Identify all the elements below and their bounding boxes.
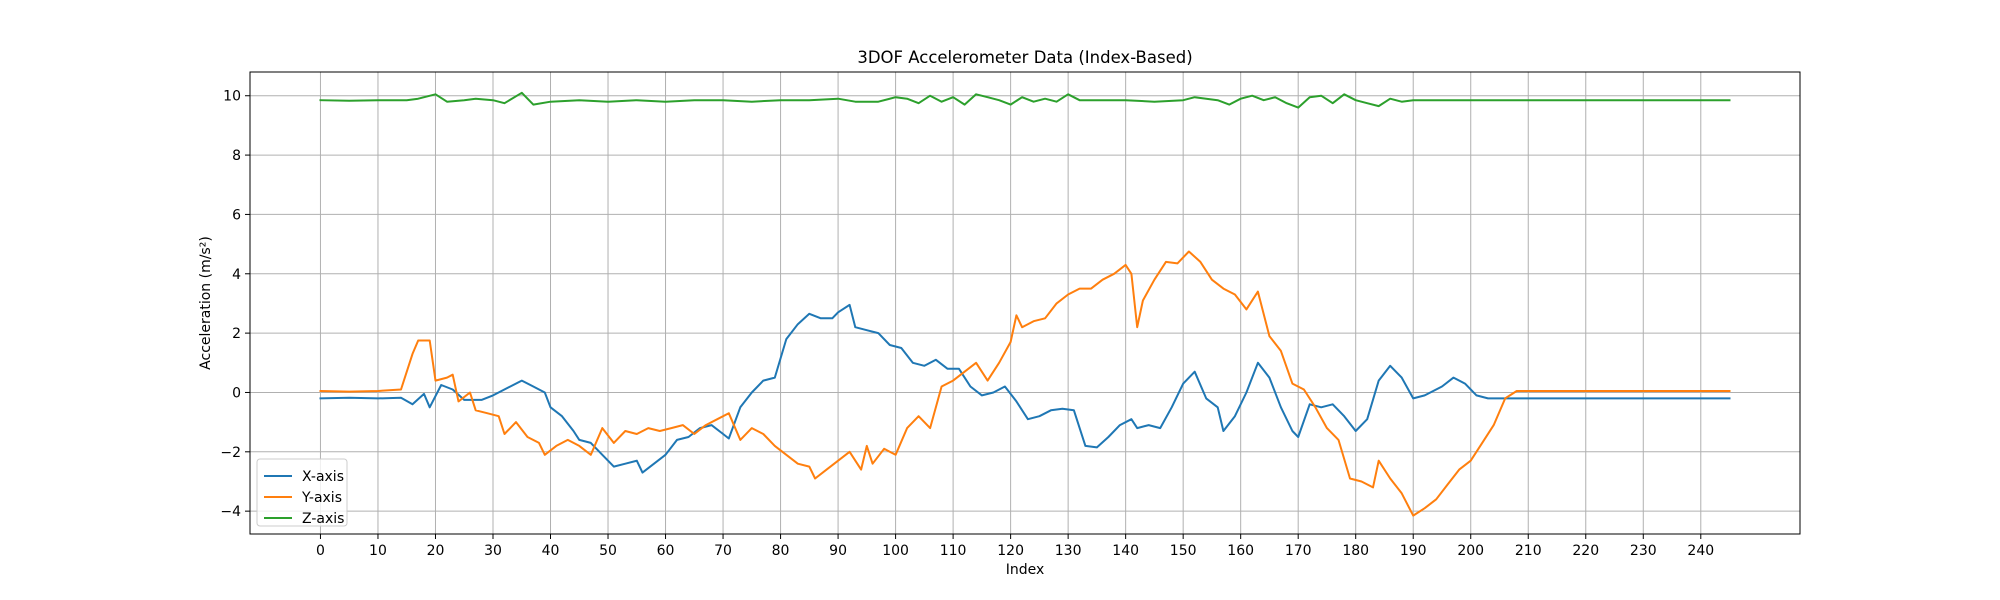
x-tick-label: 10 — [369, 543, 387, 559]
x-tick-label: 90 — [829, 543, 847, 559]
x-tick-label: 50 — [599, 543, 617, 559]
x-tick-label: 110 — [940, 543, 967, 559]
legend-label: Y-axis — [301, 490, 342, 506]
series-line-y-axis — [319, 250, 1731, 517]
plot-frame — [249, 71, 1801, 535]
y-tick-label: 2 — [232, 326, 241, 342]
legend-items: X-axis Y-axis Z-axis — [264, 469, 344, 527]
x-tick-label: 20 — [427, 543, 445, 559]
y-tick-label: 10 — [223, 89, 241, 105]
x-tick-label: 80 — [772, 543, 790, 559]
x-tick-label: 60 — [657, 543, 675, 559]
x-tick-label: 140 — [1112, 543, 1139, 559]
x-tick-label: 120 — [997, 543, 1024, 559]
x-tick-label: 190 — [1400, 543, 1427, 559]
y-axis-ticks: −4 −2 0 2 4 6 8 10 — [220, 89, 250, 520]
x-tick-label: 150 — [1170, 543, 1197, 559]
x-tick-label: 130 — [1055, 543, 1082, 559]
series-line-z-axis — [319, 91, 1731, 109]
series-lines — [319, 91, 1731, 517]
x-tick-label: 170 — [1285, 543, 1312, 559]
x-tick-label: 210 — [1515, 543, 1542, 559]
y-tick-label: −2 — [220, 445, 241, 461]
grid-lines — [250, 72, 1800, 534]
chart-title: 3DOF Accelerometer Data (Index-Based) — [857, 48, 1192, 67]
x-axis-ticks: 0 10 20 30 40 50 60 70 80 90 100 110 120 130 140 150 160… — [316, 534, 1714, 559]
x-tick-label: 30 — [484, 543, 502, 559]
x-tick-label: 230 — [1630, 543, 1657, 559]
legend: X-axis Y-axis Z-axis — [256, 458, 348, 527]
x-axis-label: Index — [1006, 562, 1045, 578]
y-tick-label: 8 — [232, 148, 241, 164]
x-tick-label: 100 — [882, 543, 909, 559]
x-tick-label: 0 — [316, 543, 325, 559]
y-tick-label: −4 — [220, 504, 241, 520]
y-tick-label: 6 — [232, 207, 241, 223]
x-tick-label: 160 — [1227, 543, 1254, 559]
x-tick-label: 40 — [542, 543, 560, 559]
series-line-x-axis — [319, 303, 1731, 474]
x-tick-label: 220 — [1572, 543, 1599, 559]
x-tick-label: 70 — [714, 543, 732, 559]
x-tick-label: 240 — [1687, 543, 1714, 559]
y-tick-label: 0 — [232, 385, 241, 401]
legend-label: X-axis — [302, 469, 344, 485]
x-tick-label: 180 — [1342, 543, 1369, 559]
y-axis-label: Acceleration (m/s²) — [198, 236, 214, 370]
legend-label: Z-axis — [302, 511, 344, 527]
x-tick-label: 200 — [1457, 543, 1484, 559]
y-tick-label: 4 — [232, 267, 241, 283]
